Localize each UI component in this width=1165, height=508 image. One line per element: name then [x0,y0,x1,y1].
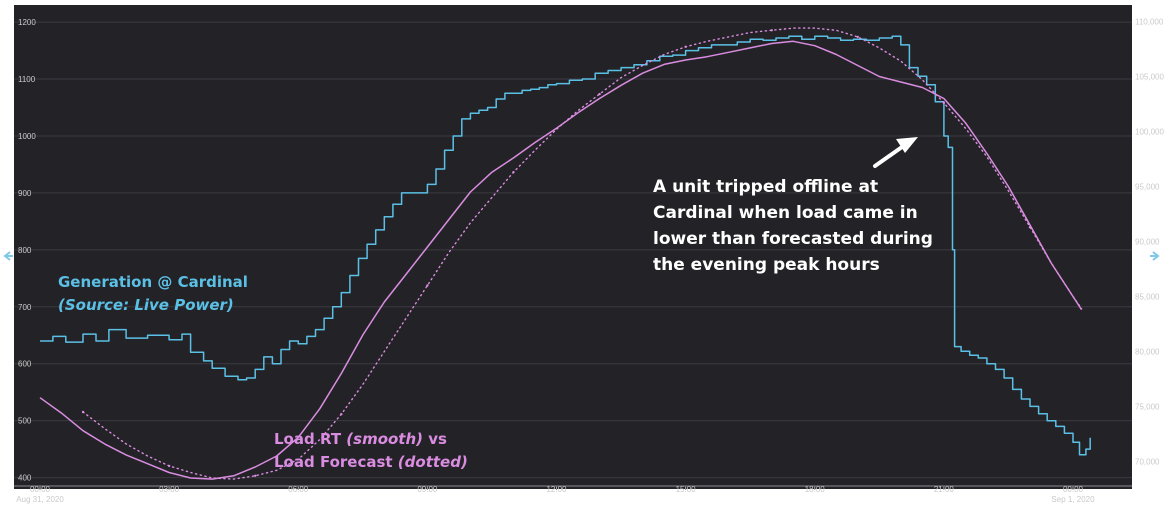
y-right-tick-label: 70,000 [1135,458,1160,467]
series-generation-line [40,35,1091,456]
annotation-text: Load Forecast [274,453,398,471]
y-left-tick-label: 800 [18,246,32,255]
y-left-tick-label: 1000 [18,132,36,141]
x-tick-label: 15:00 [676,485,697,494]
annotation-text: Cardinal when load came in [653,203,918,223]
y-left-tick-label: 1200 [18,18,36,27]
y-right-tick-label: 85,000 [1135,293,1160,302]
y-left-tick-label: 400 [18,474,32,483]
forecast-point [684,45,687,48]
grid-layer [14,21,1132,479]
y-left-tick-label: 700 [18,303,32,312]
series-layer [39,27,1091,480]
annotation-text: A unit tripped offline at [653,177,878,197]
x-tick-label: 03:00 [159,485,180,494]
y-right-tick-label: 75,000 [1135,403,1160,412]
annotation-text-italic: (dotted) [398,453,468,471]
y-left-tick-label: 1100 [18,75,36,84]
arrow-head-icon [896,137,918,153]
plot-background [14,5,1132,489]
annotation-text: (Source: Live Power) [58,296,234,314]
x-tick-label: 18:00 [805,485,826,494]
y-right-tick-label: 90,000 [1135,238,1160,247]
forecast-point [770,29,773,32]
y-right-tick-label: 110,000 [1135,18,1164,27]
forecast-point [426,284,429,287]
annotation-trip-line: A unit tripped offline at [653,177,878,197]
y-right-tick-label: 100,000 [1135,128,1164,137]
x-tick-label: 09:00 [417,485,438,494]
forecast-point [512,171,515,174]
x-tick-sublabel: Sep 1, 2020 [1051,495,1095,504]
forecast-point [598,92,601,96]
pan-right-arrow-icon[interactable] [1150,251,1160,261]
forecast-point [81,410,85,414]
annotation-trip-line: lower than forecasted during [653,229,933,249]
x-tick-label: 12:00 [546,485,567,494]
y-left-tick-label: 900 [18,189,32,198]
annotation-trip-line: the evening peak hours [653,255,880,275]
y-right-tick-label: 80,000 [1135,348,1160,357]
y-right-tick-label: 95,000 [1135,183,1160,192]
series-load-forecast-line [82,27,1083,480]
x-tick-label: 00:00 [1063,485,1084,494]
pan-left-arrow-icon[interactable] [3,251,13,261]
forecast-point [254,474,257,477]
y-left-tick-label: 500 [18,417,32,426]
annotation-arrow-shaft [873,145,904,168]
axis-layer: 1200 1100 1000 900 800 700 600 500 400 110,000 105… [14,18,1164,504]
annotation-text-tail: vs [423,430,447,448]
x-tick-label: 21:00 [934,485,955,494]
x-tick-label: 06:00 [288,485,309,494]
annotation-gen-line: Generation @ Cardinal [58,273,248,291]
forecast-point [167,464,171,468]
forecast-point [340,413,343,416]
annotation-load-line: Load RT (smooth) vs [274,430,447,448]
annotation-text: Load RT [274,430,346,448]
y-left-tick-label: 600 [18,360,32,369]
annotation-text-italic: (smooth) [346,430,423,448]
forecast-point [1028,226,1032,229]
annotation-trip-line: Cardinal when load came in [653,203,918,223]
x-tick-label: 00:00 [30,485,51,494]
annotation-layer: Generation @ Cardinal (Source: Live Power… [58,137,933,471]
annotation-text: the evening peak hours [653,255,880,275]
annotation-text: Generation @ Cardinal [58,273,248,291]
annotation-gen-line: (Source: Live Power) [58,296,234,314]
forecast-point [942,101,946,105]
annotation-text: lower than forecasted during [653,229,933,249]
y-right-tick-label: 105,000 [1135,73,1164,82]
forecast-point [856,35,859,39]
annotation-load-line: Load Forecast (dotted) [274,453,468,471]
x-tick-sublabel: Aug 31, 2020 [16,495,64,504]
